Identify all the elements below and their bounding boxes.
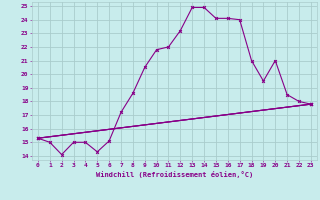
X-axis label: Windchill (Refroidissement éolien,°C): Windchill (Refroidissement éolien,°C) [96, 171, 253, 178]
